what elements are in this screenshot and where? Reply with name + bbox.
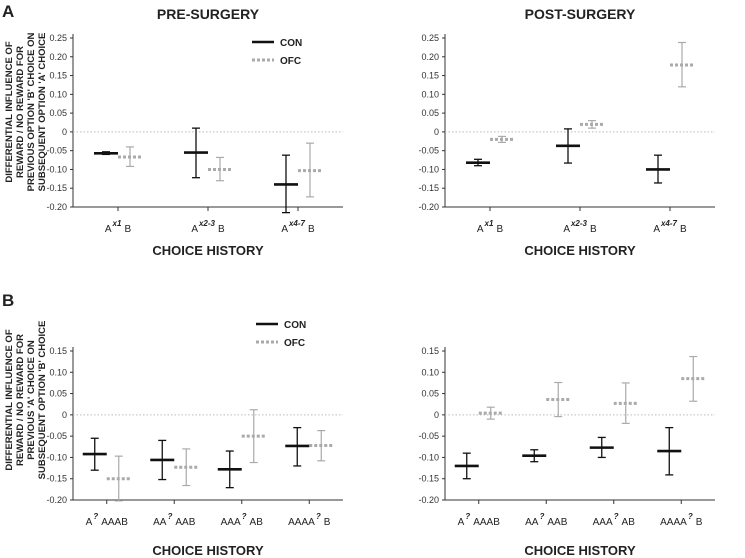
x-tick-label: Ax2-3B <box>563 219 597 235</box>
y-tick-label: 0.20 <box>49 52 67 62</box>
x-tick-label: A?AAAB <box>86 512 129 528</box>
ylabel-b-line-3: PREVIOUS 'A' CHOICE ON <box>26 340 37 460</box>
x-axis-label: CHOICE HISTORY <box>524 543 636 558</box>
x-tick-label: Ax1B <box>105 219 132 235</box>
y-tick-label: -0.15 <box>418 474 439 484</box>
x-tick-label: A?AAAB <box>458 512 501 528</box>
y-tick-label: -0.15 <box>46 183 67 193</box>
y-tick-label: -0.15 <box>46 474 67 484</box>
chart-1: PRE-SURGERY 0.25 0.20 0.15 0.10 0.05 0 -0.05 -0.… <box>46 6 343 258</box>
y-tick-label: 0.05 <box>421 108 439 118</box>
y-tick-label: 0.10 <box>49 367 67 377</box>
legend: CON OFC <box>256 320 306 349</box>
y-tick-label: 0.05 <box>49 389 67 399</box>
series-ofc <box>118 142 322 198</box>
y-tick-label: 0.10 <box>421 367 439 377</box>
y-tick-label: -0.05 <box>418 431 439 441</box>
chart-4: 0.15 0.10 0.05 0 -0.05 -0.10 -0.15 -0.20 A?AAAB A… <box>418 346 715 558</box>
x-tick-label: AA?AAB <box>153 512 196 528</box>
y-tick-label: -0.10 <box>418 452 439 462</box>
ylabel-a-line-3: PREVIOUS OPTION 'B' CHOICE ON <box>26 33 37 192</box>
x-tick-label: AAAA?B <box>660 512 703 528</box>
chart-2: POST-SURGERY 0.25 0.20 0.15 0.10 0.05 0 -0.05 -0… <box>418 6 715 258</box>
chart-title: POST-SURGERY <box>525 6 636 22</box>
y-tick-label: -0.15 <box>418 183 439 193</box>
series-con <box>466 128 670 184</box>
panel-a-ylabel: DIFFERENTIAL INFLUENCE OF REWARD / NO RE… <box>4 33 48 192</box>
y-tick-label: -0.20 <box>418 495 439 505</box>
y-tick-label: -0.20 <box>46 495 67 505</box>
y-tick-label: -0.10 <box>46 452 67 462</box>
y-tick-label: 0.25 <box>421 33 439 43</box>
x-tick-label: AAA?AB <box>593 512 636 528</box>
series-con <box>454 426 682 480</box>
chart-title: PRE-SURGERY <box>157 6 260 22</box>
ylabel-b-line-4: SUBSEQUENT OPTION 'B' CHOICE <box>37 321 48 480</box>
legend: CON OFC <box>252 38 302 67</box>
chart-3: 0.15 0.10 0.05 0 -0.05 -0.10 -0.15 -0.20 A?AAAB A… <box>46 320 343 558</box>
series-con <box>94 127 298 214</box>
y-tick-label: 0.10 <box>49 89 67 99</box>
legend-label-ofc: OFC <box>284 338 305 349</box>
y-tick-label: 0.15 <box>421 71 439 81</box>
y-tick-label: 0.05 <box>421 389 439 399</box>
y-tick-label: -0.10 <box>418 164 439 174</box>
ylabel-b-line-2: REWARD / NO REWARD FOR <box>15 334 26 466</box>
x-tick-label: AAAA?B <box>288 512 331 528</box>
y-tick-label: -0.10 <box>46 164 67 174</box>
y-tick-label: 0.25 <box>49 33 67 43</box>
y-tick-label: 0 <box>62 410 67 420</box>
panel-b-letter: B <box>2 291 14 310</box>
x-tick-label: Ax1B <box>477 219 504 235</box>
x-tick-label: Ax2-3B <box>191 219 225 235</box>
y-tick-label: -0.05 <box>46 146 67 156</box>
x-axis-label: CHOICE HISTORY <box>524 243 636 258</box>
y-tick-label: 0.15 <box>49 346 67 356</box>
series-ofc <box>490 41 694 144</box>
y-tick-label: 0.10 <box>421 89 439 99</box>
ylabel-a-line-2: REWARD / NO REWARD FOR <box>15 46 26 178</box>
x-axis-label: CHOICE HISTORY <box>152 243 264 258</box>
y-tick-label: 0.15 <box>49 71 67 81</box>
y-tick-label: 0 <box>434 410 439 420</box>
y-tick-label: 0 <box>434 127 439 137</box>
ylabel-a-line-4: SUBSEQUENT OPTION 'A' CHOICE <box>37 33 48 192</box>
legend-label-con: CON <box>284 320 306 331</box>
ylabel-a-line-1: DIFFERENTIAL INFLUENCE OF <box>4 41 15 182</box>
y-tick-label: 0.05 <box>49 108 67 118</box>
x-tick-label: Ax4-7B <box>281 219 315 235</box>
x-tick-label: AA?AAB <box>525 512 568 528</box>
y-tick-label: 0.20 <box>421 52 439 62</box>
legend-label-ofc: OFC <box>280 56 301 67</box>
y-tick-label: 0.15 <box>421 346 439 356</box>
y-tick-label: -0.20 <box>46 202 67 212</box>
x-tick-label: AAA?AB <box>221 512 264 528</box>
y-tick-label: -0.05 <box>418 146 439 156</box>
series-con <box>82 426 310 489</box>
y-tick-label: 0 <box>62 127 67 137</box>
series-ofc <box>478 355 706 424</box>
x-tick-label: Ax4-7B <box>653 219 687 235</box>
series-ofc <box>106 409 334 502</box>
y-tick-label: -0.20 <box>418 202 439 212</box>
panel-b-ylabel: DIFFERENTIAL INFLUENCE OF REWARD / NO RE… <box>4 321 48 480</box>
panel-a-letter: A <box>2 2 14 21</box>
charts-container: PRE-SURGERY 0.25 0.20 0.15 0.10 0.05 0 -0.05 -0.… <box>46 6 715 558</box>
y-tick-label: -0.05 <box>46 431 67 441</box>
legend-label-con: CON <box>280 38 302 49</box>
x-axis-label: CHOICE HISTORY <box>152 543 264 558</box>
ylabel-b-line-1: DIFFERENTIAL INFLUENCE OF <box>4 329 15 470</box>
